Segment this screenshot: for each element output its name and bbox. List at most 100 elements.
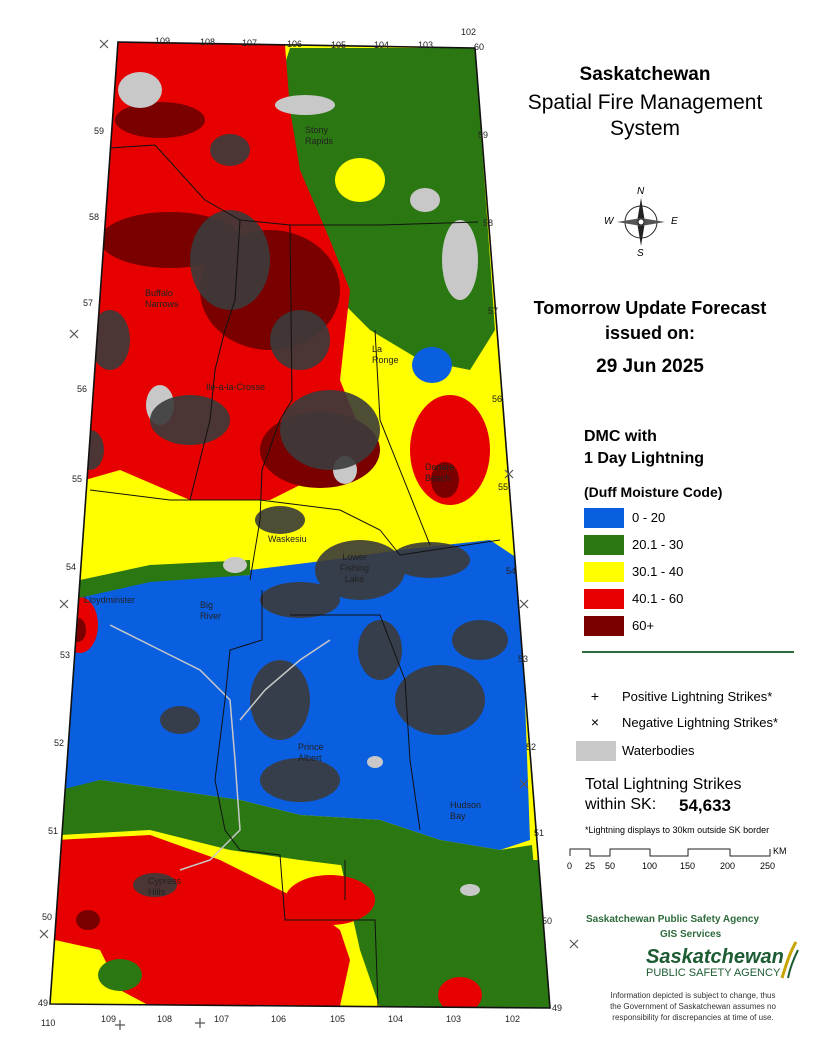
positive-strike-icon: + <box>590 688 600 704</box>
dmc-zones <box>50 42 550 1008</box>
boundary-line <box>189 219 241 501</box>
lat-tick: 60 <box>474 42 485 52</box>
lightning-cluster <box>150 395 230 445</box>
lon-tick: 106 <box>287 39 303 49</box>
legend-title: DMC with 1 Day Lightning <box>584 428 704 467</box>
negative-strike <box>99 39 109 49</box>
waterbody <box>118 72 162 108</box>
scale-tick: 250 <box>760 861 776 871</box>
boundary-line <box>249 224 293 581</box>
lon-tick: 102 <box>505 1014 521 1024</box>
dmc-zone-green-sw <box>98 959 142 991</box>
legend-negative-label: Negative Lightning Strikes* <box>622 715 779 730</box>
rivers <box>109 624 331 871</box>
legend-label: 60+ <box>632 618 655 633</box>
dmc-zone-green-southeast <box>340 860 550 1008</box>
lon-tick: 109 <box>101 1014 117 1024</box>
place-ile-a-la-crosse: Ile-a-la-Crosse <box>206 382 266 392</box>
legend-label: 20.1 - 30 <box>632 537 684 552</box>
boundary-line <box>214 590 263 781</box>
agency-logo-subtext: PUBLIC SAFETY AGENCY <box>646 967 781 979</box>
legend-positive-label: Positive Lightning Strikes* <box>622 689 773 704</box>
negative-strike <box>39 929 49 939</box>
lon-tick: 106 <box>271 1014 287 1024</box>
lon-tick: 109 <box>155 36 171 46</box>
map-title: Saskatchewan <box>579 64 711 85</box>
lightning-cluster <box>250 660 310 740</box>
lat-tick: 56 <box>77 384 88 394</box>
scale-bar <box>569 848 771 857</box>
lightning-clusters <box>76 134 508 897</box>
waterbody <box>442 220 478 300</box>
total-strikes-label: Total Lightning Strikes within SK: <box>585 776 742 813</box>
dmc-zone-green-west-band <box>70 560 250 600</box>
dmc-zone-darkred-sw <box>76 910 100 930</box>
lightning-cluster <box>190 210 270 310</box>
dmc-zone-red-east <box>410 395 490 505</box>
lightning-cluster <box>255 506 305 534</box>
dmc-zone-green-south-band <box>60 780 535 880</box>
lightning-cluster <box>160 706 200 734</box>
place-buffalo-narrows: Buffalo Narrows <box>145 288 179 309</box>
waterbody <box>367 756 383 768</box>
lightning-cluster <box>358 620 402 680</box>
compass-e: E <box>671 216 678 227</box>
waterbody <box>410 188 440 212</box>
waterbody <box>223 557 247 573</box>
legend-subtitle: (Duff Moisture Code) <box>584 484 723 500</box>
lon-tick: 108 <box>200 37 216 47</box>
lat-tick: 50 <box>42 912 53 922</box>
waterbody <box>460 884 480 896</box>
negative-strike <box>69 329 79 339</box>
scale-unit: KM <box>773 846 787 856</box>
legend-label: 0 - 20 <box>632 510 666 525</box>
legend-swatch-40-60 <box>584 589 624 609</box>
legend-label: 30.1 - 40 <box>632 564 684 579</box>
lat-tick: 58 <box>89 212 100 222</box>
lat-tick: 57 <box>83 298 94 308</box>
lightning-cluster <box>315 540 405 600</box>
scale-tick: 50 <box>605 861 616 871</box>
scale-tick: 25 <box>585 861 596 871</box>
lat-tick: 52 <box>54 738 65 748</box>
lightning-cluster <box>133 873 177 897</box>
place-lloydminster: Lloydminster <box>84 595 136 605</box>
lon-tick: 102 <box>461 27 477 37</box>
place-cypress-hills: Cypress Hills <box>148 876 182 897</box>
lat-tick: 53 <box>518 654 529 664</box>
lat-tick: 56 <box>492 394 503 404</box>
lat-tick: 55 <box>498 482 509 492</box>
place-prince-albert: Prince Albert <box>298 742 324 763</box>
outside-strikes <box>39 39 579 1030</box>
lon-tick: 104 <box>388 1014 404 1024</box>
lightning-cluster <box>395 665 485 735</box>
map-subtitle: Spatial Fire Management System <box>527 91 763 140</box>
lat-tick: 53 <box>60 650 71 660</box>
lon-tick: 105 <box>330 1014 346 1024</box>
scale-tick: 200 <box>720 861 736 871</box>
negative-strike <box>59 599 69 609</box>
positive-strike <box>115 1020 125 1030</box>
compass-s: S <box>637 248 644 259</box>
place-big-river: Big River <box>200 600 222 621</box>
dmc-zone-darkred-east <box>431 462 459 498</box>
lon-tick: 108 <box>157 1014 173 1024</box>
lightning-cluster <box>260 582 340 618</box>
legend-swatch-60-plus <box>584 616 624 636</box>
legend-swatch-waterbodies <box>576 741 616 761</box>
dmc-zone-green-north <box>270 48 495 370</box>
legend-label: 40.1 - 60 <box>632 591 684 606</box>
dmc-zone-yellow-spot <box>335 158 385 202</box>
compass-rose-icon <box>617 198 665 246</box>
wheat-logo-icon <box>780 941 799 979</box>
disclaimer: Information depicted is subject to chang… <box>610 991 776 1022</box>
legend-waterbodies-label: Waterbodies <box>622 743 695 758</box>
lat-tick: 50 <box>542 916 553 926</box>
negative-strike-icon: × <box>590 714 600 730</box>
place-stony-rapids: Stony Rapids <box>305 125 334 146</box>
agency-name: Saskatchewan Public Safety Agency <box>586 914 760 925</box>
boundary-line <box>290 614 421 831</box>
scale-tick: 100 <box>642 861 658 871</box>
lightning-note: *Lightning displays to 30km outside SK b… <box>585 825 770 835</box>
